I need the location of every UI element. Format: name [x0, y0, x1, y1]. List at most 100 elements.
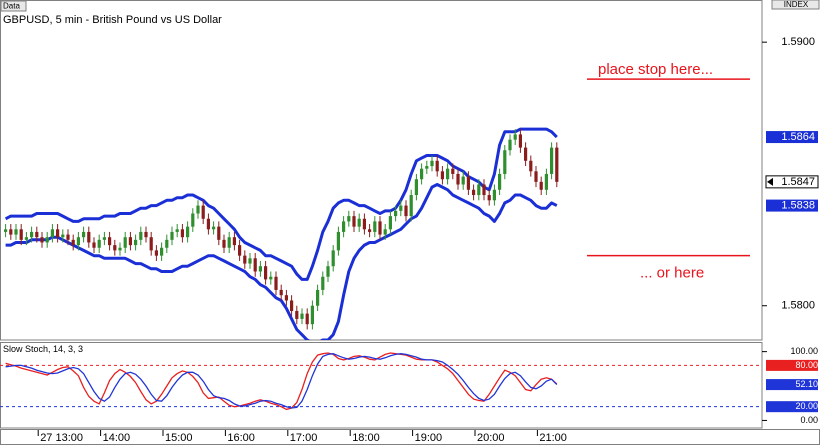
candle-body	[373, 221, 377, 232]
candle-body	[108, 237, 112, 246]
candle-body	[362, 218, 366, 230]
candle-body	[56, 229, 60, 238]
candle-body	[430, 160, 434, 167]
candle-body	[368, 229, 372, 232]
candle-body	[253, 258, 257, 272]
last-close-box	[765, 175, 819, 189]
candle-body	[550, 147, 554, 174]
x-tick-label: 18:00	[352, 432, 380, 444]
candle-body	[399, 205, 403, 211]
last-value-box	[766, 199, 818, 212]
candle-body	[414, 179, 418, 196]
candle-body	[217, 226, 221, 240]
x-tick-label: 27 13:00	[40, 432, 83, 444]
x-tick-label: 20:00	[477, 432, 505, 444]
candle-body	[61, 234, 65, 238]
candle-body	[388, 216, 392, 230]
candle-body	[456, 173, 460, 185]
candle-body	[290, 300, 294, 312]
candle-body	[518, 134, 522, 148]
candle-body	[524, 147, 528, 161]
candle-body	[279, 289, 283, 296]
candle-body	[196, 205, 200, 214]
candle-body	[102, 237, 106, 240]
candle-body	[45, 237, 49, 243]
candle-body	[513, 134, 517, 140]
candle-body	[258, 266, 262, 272]
x-tick-label: 15:00	[165, 432, 193, 444]
candle-body	[154, 250, 158, 256]
candle-body	[232, 237, 236, 246]
candle-body	[487, 195, 491, 201]
stoch-plot	[0, 352, 762, 411]
candle-body	[284, 295, 288, 301]
candle-body	[316, 289, 320, 306]
y-tick-label: 1.5800	[781, 300, 815, 312]
candle-body	[503, 150, 507, 174]
candle-body	[24, 237, 28, 240]
candle-body	[555, 147, 559, 182]
candle-body	[206, 218, 210, 230]
candle-body	[191, 213, 195, 227]
axis-tag: INDEX	[784, 0, 809, 9]
candle-body	[425, 166, 429, 169]
candle-body	[30, 231, 34, 238]
candle-body	[508, 139, 512, 151]
candle-body	[394, 210, 398, 217]
candle-body	[123, 237, 127, 248]
candle-body	[149, 237, 153, 251]
candle-body	[66, 234, 70, 240]
candle-body	[97, 239, 101, 248]
candle-body	[144, 231, 148, 238]
candle-body	[212, 226, 216, 230]
stoch-panel	[0, 342, 763, 429]
last-value-box	[766, 379, 818, 391]
candle-body	[71, 239, 75, 246]
candle-body	[227, 237, 231, 248]
candle-body	[336, 231, 340, 251]
candle-body	[19, 229, 23, 240]
annotation-text: place stop here...	[598, 61, 713, 78]
stoch-line	[5, 352, 558, 411]
candle-body	[446, 168, 450, 180]
candle-body	[451, 168, 455, 174]
y-tick-label: 1.5900	[781, 36, 815, 48]
candle-body	[529, 160, 533, 172]
data-tag-box	[0, 0, 27, 12]
candle-body	[295, 311, 299, 319]
candle-body	[50, 229, 54, 238]
main-plot: place stop here... ... or here	[4, 61, 750, 340]
candle-body	[534, 171, 538, 182]
candle-body	[435, 160, 439, 172]
stoch-title-box	[1, 343, 109, 355]
candle-body	[40, 237, 44, 243]
candle-body	[321, 276, 325, 290]
candle-body	[409, 195, 413, 217]
reference-label: 80.00	[795, 360, 818, 370]
main-panel	[0, 0, 763, 341]
reference-label: 20.00	[795, 401, 818, 411]
candle-body	[92, 242, 96, 248]
bollinger-upper	[4, 127, 558, 281]
data-tag: Data	[3, 2, 20, 11]
candle-body	[383, 229, 387, 235]
last-value-label: 1.5838	[781, 199, 815, 211]
reference-box	[766, 401, 818, 413]
candle-body	[539, 181, 543, 190]
candle-body	[466, 176, 470, 190]
last-close-label: 1.5847	[781, 176, 815, 188]
last-close-arrow	[767, 177, 773, 186]
candle-body	[477, 184, 481, 196]
stoch-line	[5, 353, 558, 409]
candle-body	[492, 189, 496, 201]
candle-body	[305, 313, 309, 325]
candle-body	[35, 231, 39, 238]
candle-body	[378, 221, 382, 235]
candle-body	[300, 313, 304, 319]
candle-body	[113, 245, 117, 251]
candle-body	[175, 229, 179, 232]
